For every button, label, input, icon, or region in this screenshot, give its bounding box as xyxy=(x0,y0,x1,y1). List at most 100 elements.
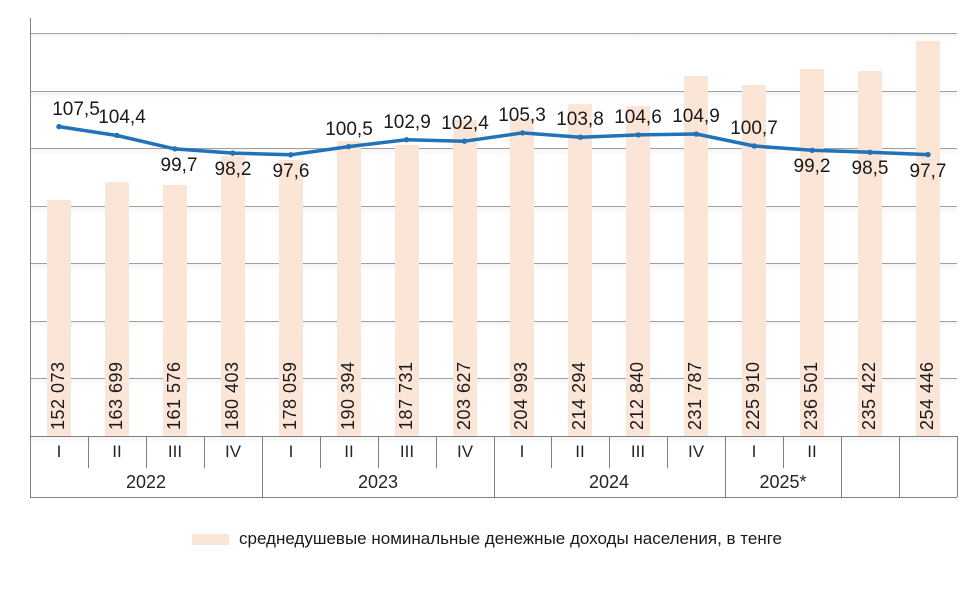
gridline xyxy=(30,91,957,92)
bar-quarter-10 xyxy=(568,104,592,436)
quarter-divider xyxy=(667,436,668,468)
bar-quarter-14 xyxy=(800,69,824,436)
bar-quarter-6 xyxy=(337,141,361,436)
bar-value-label: 214 294 xyxy=(569,361,589,430)
line-path xyxy=(57,124,930,157)
gridline xyxy=(30,206,957,207)
bar-quarter-1 xyxy=(47,200,71,436)
line-value-label: 107,5 xyxy=(52,99,100,120)
line-marker-3 xyxy=(172,146,178,152)
bar-quarter-7 xyxy=(395,145,419,436)
quarter-divider xyxy=(609,436,610,468)
quarter-label: IV xyxy=(456,442,474,461)
line-marker-15 xyxy=(867,149,873,155)
quarter-divider xyxy=(378,436,379,468)
bar-value-label: 163 699 xyxy=(106,361,126,430)
line-marker-1 xyxy=(56,123,62,130)
year-label: 2025* xyxy=(759,472,807,492)
bar-value-label: 190 394 xyxy=(338,361,358,430)
bar-quarter-2 xyxy=(105,182,129,436)
line-marker-4 xyxy=(230,150,236,156)
bar-quarter-16 xyxy=(916,41,940,436)
line-value-label: 99,2 xyxy=(793,156,831,177)
line-value-label: 97,6 xyxy=(272,161,310,182)
quarter-divider xyxy=(783,436,784,468)
bar-value-label: 235 422 xyxy=(859,361,879,430)
line-marker-14 xyxy=(809,147,815,153)
legend-label: среднедушевые номинальные денежные доход… xyxy=(238,529,783,548)
line-value-label: 105,3 xyxy=(498,105,546,126)
bar-value-label: 254 446 xyxy=(917,361,937,430)
year-group-divider xyxy=(262,436,263,497)
quarter-label: III xyxy=(630,442,646,461)
line-value-label: 103,8 xyxy=(556,109,604,130)
line-value-label: 97,7 xyxy=(909,161,947,182)
quarter-divider xyxy=(551,436,552,468)
quarter-label: I xyxy=(751,442,757,461)
quarter-divider xyxy=(204,436,205,468)
axis-bottom-border xyxy=(30,497,957,498)
line-marker-13 xyxy=(751,143,757,149)
line-value-label: 98,2 xyxy=(214,159,252,180)
line-marker-12 xyxy=(693,131,699,137)
gridline xyxy=(30,263,957,264)
quarter-label: I xyxy=(519,442,525,461)
bar-value-label: 204 993 xyxy=(511,361,531,430)
year-group-divider xyxy=(957,436,958,497)
quarter-divider xyxy=(320,436,321,468)
quarter-divider xyxy=(88,436,89,468)
year-group-divider xyxy=(725,436,726,497)
line-marker-8 xyxy=(461,138,468,144)
quarter-label: II xyxy=(344,442,354,461)
bar-quarter-4 xyxy=(221,156,245,436)
quarter-label: III xyxy=(399,442,415,461)
line-marker-10 xyxy=(577,134,584,140)
quarter-label: II xyxy=(807,442,817,461)
quarter-divider xyxy=(436,436,437,468)
line-value-label: 100,5 xyxy=(325,119,373,140)
line-marker-7 xyxy=(403,137,410,143)
line-value-label: 104,6 xyxy=(614,107,662,128)
growth-line-series xyxy=(56,123,931,158)
bar-value-label: 236 501 xyxy=(801,361,821,430)
legend-swatch-bar-series xyxy=(191,533,229,545)
gridline xyxy=(30,436,957,437)
bar-value-label: 187 731 xyxy=(396,361,416,430)
gridline xyxy=(30,148,957,149)
bar-value-label: 225 910 xyxy=(743,361,763,430)
bar-value-label: 161 576 xyxy=(164,361,184,430)
quarter-label: IV xyxy=(687,442,705,461)
line-value-label: 102,4 xyxy=(441,113,489,134)
quarter-divider xyxy=(146,436,147,468)
bar-quarter-5 xyxy=(279,160,303,436)
legend: среднедушевые номинальные денежные доход… xyxy=(0,529,974,549)
quarter-label: IV xyxy=(224,442,242,461)
bar-quarter-9 xyxy=(510,118,534,436)
bar-value-label: 212 840 xyxy=(627,361,647,430)
bar-value-label: 203 627 xyxy=(454,361,474,430)
year-label: 2022 xyxy=(125,472,167,492)
bar-value-label: 231 787 xyxy=(685,361,705,430)
bar-value-label: 152 073 xyxy=(48,361,68,430)
quarter-label: II xyxy=(112,442,122,461)
gridline xyxy=(30,33,957,34)
line-value-label: 98,5 xyxy=(851,158,889,179)
line-value-label: 102,9 xyxy=(383,112,431,133)
year-label: 2023 xyxy=(357,472,399,492)
line-marker-16 xyxy=(925,151,931,158)
line-marker-11 xyxy=(635,132,642,138)
bar-value-label: 178 059 xyxy=(280,361,300,430)
line-value-label: 104,9 xyxy=(672,106,720,127)
gridline xyxy=(30,321,957,322)
line-value-label: 99,7 xyxy=(160,155,198,176)
bar-quarter-15 xyxy=(858,71,882,436)
bar-quarter-3 xyxy=(163,185,187,436)
line-marker-2 xyxy=(114,132,120,139)
line-value-label: 104,4 xyxy=(98,107,146,128)
value-axis-line xyxy=(30,18,31,497)
year-group-divider xyxy=(494,436,495,497)
gridline xyxy=(30,378,957,379)
quarter-label: I xyxy=(56,442,62,461)
year-label: 2024 xyxy=(588,472,630,492)
